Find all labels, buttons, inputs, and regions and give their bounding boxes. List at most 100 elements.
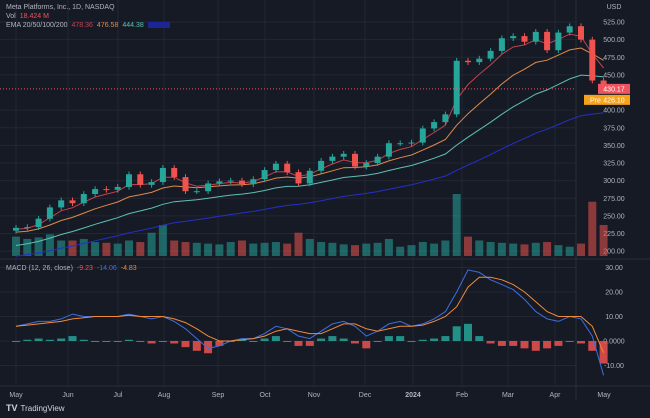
price-tick-label: 225.00 xyxy=(603,231,625,238)
price-tick-label: 250.00 xyxy=(603,213,625,220)
volume-bar xyxy=(102,242,111,256)
candle-body xyxy=(58,200,65,208)
macd-histogram-bar xyxy=(317,338,326,341)
macd-histogram-bar xyxy=(373,341,382,342)
volume-bar xyxy=(339,244,348,256)
volume-bar xyxy=(158,225,167,256)
volume-bar xyxy=(317,242,326,256)
price-tick-label: 325.00 xyxy=(603,161,625,168)
macd-histogram-bar xyxy=(271,336,280,341)
volume-bar xyxy=(260,242,269,256)
candle-body xyxy=(566,26,573,33)
volume-bar xyxy=(181,242,190,256)
candle-body xyxy=(171,167,178,178)
volume-bar xyxy=(283,243,292,256)
volume-bar xyxy=(328,242,337,256)
volume-bar xyxy=(68,240,77,256)
volume-bar xyxy=(113,243,122,256)
volume-bar xyxy=(294,232,303,256)
candle-body xyxy=(465,60,471,63)
candle-body xyxy=(510,36,517,39)
candle-body xyxy=(374,156,381,163)
macd-histogram-bar xyxy=(170,341,179,344)
volume-bar xyxy=(170,240,179,256)
candle-body xyxy=(555,32,562,51)
volume-bar xyxy=(531,242,540,256)
tradingview-footer: TV TradingView xyxy=(6,403,65,413)
candle-body xyxy=(137,174,144,185)
volume-bar xyxy=(373,242,382,256)
time-label: Apr xyxy=(550,392,562,399)
macd-histogram-bar xyxy=(215,341,224,346)
time-label: Jun xyxy=(62,392,73,399)
time-label: Mar xyxy=(502,392,515,399)
candle-body xyxy=(487,50,494,59)
candle-body xyxy=(284,163,291,173)
time-label: Aug xyxy=(158,392,171,399)
candle-body xyxy=(453,60,460,115)
volume-bar xyxy=(475,240,484,256)
macd-histogram-bar xyxy=(384,336,393,341)
volume-bar xyxy=(588,201,597,256)
volume-bar xyxy=(12,236,20,256)
candle-body xyxy=(397,143,404,145)
candle-body xyxy=(521,36,528,42)
volume-bar xyxy=(91,242,100,256)
pre-market-badge xyxy=(584,94,630,105)
ema-label: EMA 20/50/100/200 xyxy=(6,22,68,29)
macd-tick-label: 0.0000 xyxy=(603,339,625,346)
volume-bar xyxy=(125,240,133,256)
macd-signal-line xyxy=(15,276,605,353)
macd-histogram-bar xyxy=(57,338,66,341)
candle-body xyxy=(589,39,596,81)
ema100-value: 444.38 xyxy=(122,22,144,29)
candle-body xyxy=(329,156,336,161)
macd-histogram-bar xyxy=(407,341,416,342)
macd-histogram-bar xyxy=(497,341,506,346)
macd-tick-label: 30.00 xyxy=(605,265,623,272)
macd-histogram-bar xyxy=(204,341,213,354)
macd-label: MACD (12, 26, close) xyxy=(6,265,73,272)
candle-body xyxy=(92,189,99,195)
volume-bar xyxy=(577,243,585,256)
volume-value: 18.424 M xyxy=(19,13,49,20)
macd-histogram-bar xyxy=(12,341,20,342)
macd-tick-label: 20.00 xyxy=(605,290,623,297)
volume-bar xyxy=(249,243,258,256)
volume-bar xyxy=(305,238,314,256)
macd-histogram-bar xyxy=(362,341,371,349)
candle-body xyxy=(318,160,325,171)
macd-histogram-bar xyxy=(136,341,145,342)
macd-histogram-bar xyxy=(34,338,43,341)
candle-body xyxy=(103,189,110,191)
time-label: Sep xyxy=(212,392,225,399)
candle-body xyxy=(261,170,268,180)
price-tick-label: 200.00 xyxy=(603,249,625,256)
macd-histogram-bar xyxy=(520,341,529,349)
candle-body xyxy=(431,122,438,129)
macd-signal-value: -4.83 xyxy=(120,265,137,272)
candle-body xyxy=(24,227,31,229)
time-label: Oct xyxy=(260,392,271,399)
volume-bar xyxy=(599,225,608,256)
volume-bar xyxy=(238,240,246,256)
volume-bar xyxy=(384,238,393,256)
candle-body xyxy=(35,218,42,228)
price-tick-label: 475.00 xyxy=(603,55,625,62)
volume-bar xyxy=(226,242,235,256)
macd-histogram-bar xyxy=(396,336,405,341)
macd-tick-label: 10.00 xyxy=(605,314,623,321)
brand-name: TradingView xyxy=(20,403,65,413)
macd-histogram-bar xyxy=(249,341,258,342)
price-tick-label: 450.00 xyxy=(603,72,625,79)
symbol-title: Meta Platforms, Inc., 1D, NASDAQ xyxy=(6,4,115,11)
macd-histogram-bar xyxy=(452,326,461,341)
candle-body xyxy=(352,153,358,167)
candle-body xyxy=(13,227,19,231)
ema-line-200 xyxy=(15,112,604,257)
macd-histogram-bar xyxy=(588,341,597,351)
macd-histogram-bar xyxy=(147,341,156,344)
macd-histogram-bar xyxy=(577,341,585,344)
